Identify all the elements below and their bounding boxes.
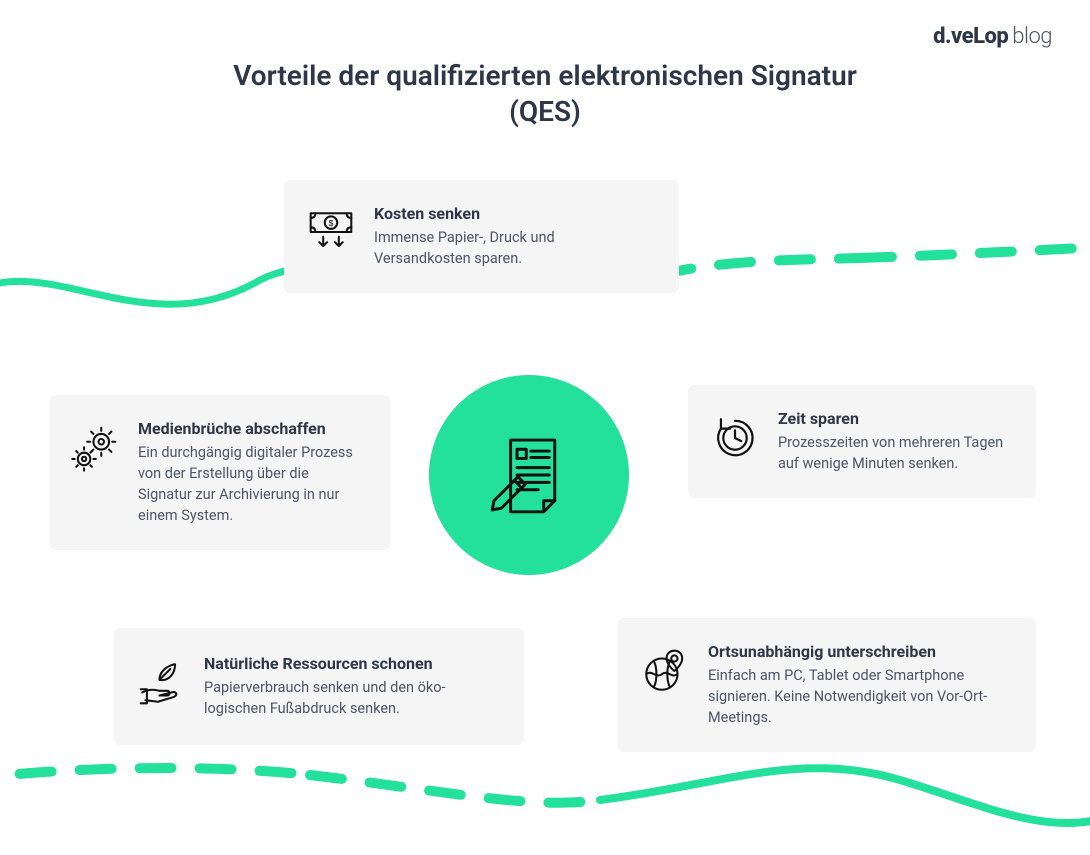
- card-body: Papierverbrauch senken und den öko­logis…: [204, 677, 500, 719]
- brand-suffix: blog: [1012, 24, 1052, 49]
- money-down-icon: $: [306, 208, 356, 256]
- brand-name: d.veLop: [933, 24, 1008, 49]
- card-title: Medienbrüche abschaffen: [138, 419, 366, 438]
- globe-pin-icon: [640, 646, 690, 696]
- document-pencil-icon: [483, 429, 575, 521]
- card-title: Natürliche Ressourcen schonen: [204, 654, 500, 673]
- card-title: Zeit sparen: [778, 409, 1012, 428]
- card-title: Ortsunabhängig unterschreiben: [708, 642, 1012, 661]
- page-title: Vorteile der qualifizierten elektronisch…: [0, 58, 1090, 131]
- clock-back-icon: [710, 413, 760, 463]
- benefit-card-location: Ortsunabhängig unterschreiben Einfach am…: [618, 618, 1036, 752]
- benefit-card-media: Medienbrüche abschaffen Ein durchgängig …: [50, 395, 390, 550]
- brand-logo: d.veLopblog: [933, 24, 1052, 49]
- card-title: Kosten senken: [374, 204, 651, 223]
- card-body: Ein durchgängig digitaler Prozess von de…: [138, 442, 366, 526]
- card-body: Prozesszeiten von mehreren Tagen auf wen…: [778, 432, 1012, 474]
- benefit-card-resources: Natürliche Ressourcen schonen Papierverb…: [114, 628, 524, 745]
- leaf-hand-icon: [136, 658, 186, 708]
- center-circle: [429, 375, 629, 575]
- benefit-card-time: Zeit sparen Prozesszeiten von mehreren T…: [688, 385, 1036, 498]
- gears-icon: [70, 423, 120, 473]
- card-body: Einfach am PC, Tablet oder Smart­phone s…: [708, 665, 1012, 728]
- svg-text:$: $: [329, 218, 334, 228]
- benefit-card-cost: $ Kosten senken Immense Papier-, Druck u…: [284, 180, 679, 293]
- card-body: Immense Papier-, Druck und Versandkosten…: [374, 227, 651, 269]
